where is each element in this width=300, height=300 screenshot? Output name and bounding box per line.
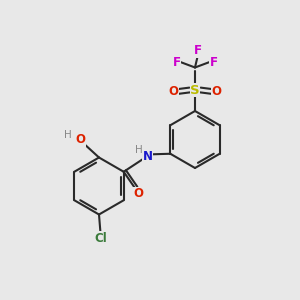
- Text: Cl: Cl: [94, 232, 107, 245]
- Text: O: O: [75, 133, 85, 146]
- Text: H: H: [135, 145, 143, 154]
- Text: H: H: [64, 130, 72, 140]
- Text: O: O: [134, 187, 144, 200]
- Text: N: N: [143, 150, 153, 163]
- Text: S: S: [190, 83, 200, 97]
- Text: O: O: [212, 85, 222, 98]
- Text: F: F: [194, 44, 202, 58]
- Text: O: O: [168, 85, 178, 98]
- Text: F: F: [172, 56, 180, 69]
- Text: F: F: [210, 56, 218, 69]
